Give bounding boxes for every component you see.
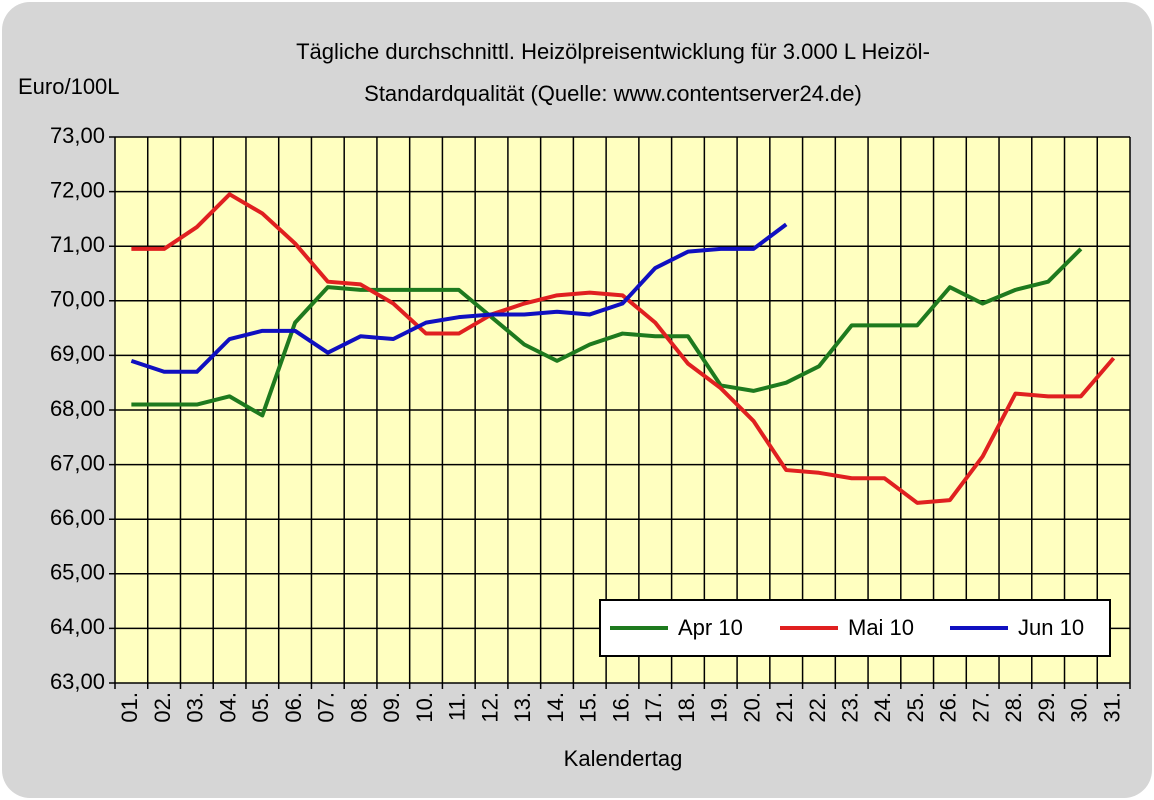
y-tick-label: 71,00 <box>50 232 105 257</box>
x-tick-label: 27. <box>968 692 993 723</box>
x-tick-label: 20. <box>739 692 764 723</box>
y-tick-label: 72,00 <box>50 177 105 202</box>
x-tick-label: 19. <box>707 692 732 723</box>
y-tick-label: 73,00 <box>50 123 105 148</box>
x-tick-label: 02. <box>150 692 175 723</box>
x-tick-label: 17. <box>641 692 666 723</box>
legend-box <box>599 599 1111 657</box>
data-line <box>130 222 788 374</box>
x-tick-label: 22. <box>805 692 830 723</box>
chart-title: Tägliche durchschnittl. Heizölpreisentwi… <box>296 39 930 64</box>
y-tick-label: 65,00 <box>50 560 105 585</box>
y-tick-label: 66,00 <box>50 505 105 530</box>
legend-label: Apr 10 <box>678 615 743 640</box>
x-tick-label: 14. <box>543 692 568 723</box>
x-tick-label: 04. <box>215 692 240 723</box>
legend-label: Mai 10 <box>848 615 914 640</box>
data-line <box>131 192 1116 505</box>
y-tick-label: 64,00 <box>50 614 105 639</box>
y-axis-label: Euro/100L <box>18 74 120 99</box>
x-tick-label: 28. <box>1001 692 1026 723</box>
y-tick-label: 67,00 <box>50 450 105 475</box>
x-tick-label: 16. <box>608 692 633 723</box>
x-tick-label: 26. <box>936 692 961 723</box>
y-tick-label: 63,00 <box>50 669 105 694</box>
x-axis-label: Kalendertag <box>564 746 683 771</box>
x-tick-label: 05. <box>248 692 273 723</box>
chart-title: Standardqualität (Quelle: www.contentser… <box>364 81 862 106</box>
x-tick-label: 07. <box>314 692 339 723</box>
x-tick-label: 01. <box>117 692 142 723</box>
x-tick-label: 21. <box>772 692 797 723</box>
x-tick-label: 24. <box>870 692 895 723</box>
x-tick-label: 30. <box>1067 692 1092 723</box>
x-tick-label: 11. <box>445 692 470 721</box>
y-tick-label: 70,00 <box>50 287 105 312</box>
y-tick-label: 68,00 <box>50 396 105 421</box>
x-tick-label: 18. <box>674 692 699 723</box>
x-tick-label: 10. <box>412 692 437 723</box>
x-tick-label: 12. <box>477 692 502 723</box>
x-tick-label: 29. <box>1034 692 1059 723</box>
legend-label: Jun 10 <box>1018 615 1084 640</box>
x-tick-label: 23. <box>838 692 863 723</box>
x-tick-label: 03. <box>183 692 208 723</box>
x-tick-label: 06. <box>281 692 306 723</box>
x-tick-label: 31. <box>1099 692 1124 723</box>
x-tick-label: 15. <box>576 692 601 723</box>
data-line <box>131 247 1083 418</box>
x-tick-label: 25. <box>903 692 928 723</box>
x-tick-label: 09. <box>379 692 404 723</box>
y-tick-label: 69,00 <box>50 341 105 366</box>
x-tick-label: 08. <box>346 692 371 723</box>
x-tick-label: 13. <box>510 692 535 723</box>
